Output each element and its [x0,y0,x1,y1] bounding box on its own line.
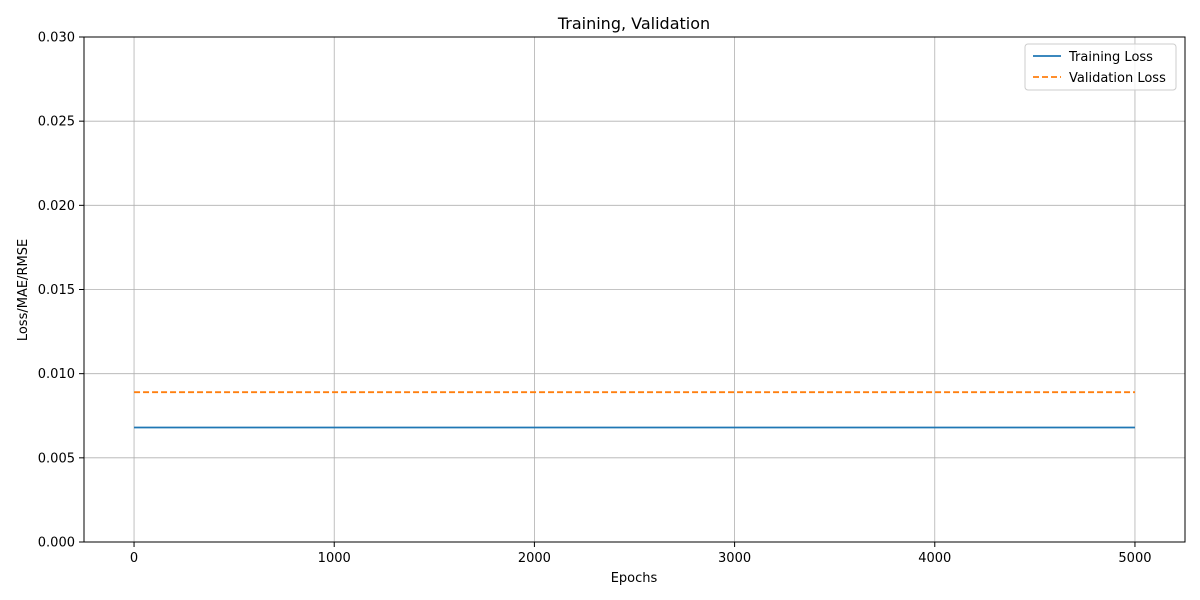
x-tick-label: 2000 [518,551,551,566]
tick-layer: 0 1000 2000 3000 4000 5000 0.000 0.005 0.010 0.01… [38,31,1152,567]
x-tick-label: 5000 [1118,551,1151,566]
y-tick-label: 0.025 [38,115,75,130]
legend-label-training-loss: Training Loss [1068,50,1153,65]
series-layer [134,391,1135,429]
x-axis-label: Epochs [611,571,658,586]
chart-title: Training, Validation [557,14,710,33]
y-tick-label: 0.020 [38,199,75,214]
y-tick-label: 0.030 [38,31,75,46]
legend: Training Loss Validation Loss [1024,43,1177,91]
y-tick-label: 0.015 [38,283,75,298]
x-tick-label: 0 [130,551,138,566]
grid-layer [84,36,1185,543]
legend-box [1024,43,1177,91]
legend-label-validation-loss: Validation Loss [1069,71,1166,86]
y-axis-label: Loss/MAE/RMSE [16,239,31,341]
y-tick-label: 0.005 [38,451,75,466]
x-tick-label: 1000 [318,551,351,566]
x-tick-label: 3000 [718,551,751,566]
x-tick-label: 4000 [918,551,951,566]
y-tick-label: 0.000 [38,536,75,551]
y-tick-label: 0.010 [38,367,75,382]
